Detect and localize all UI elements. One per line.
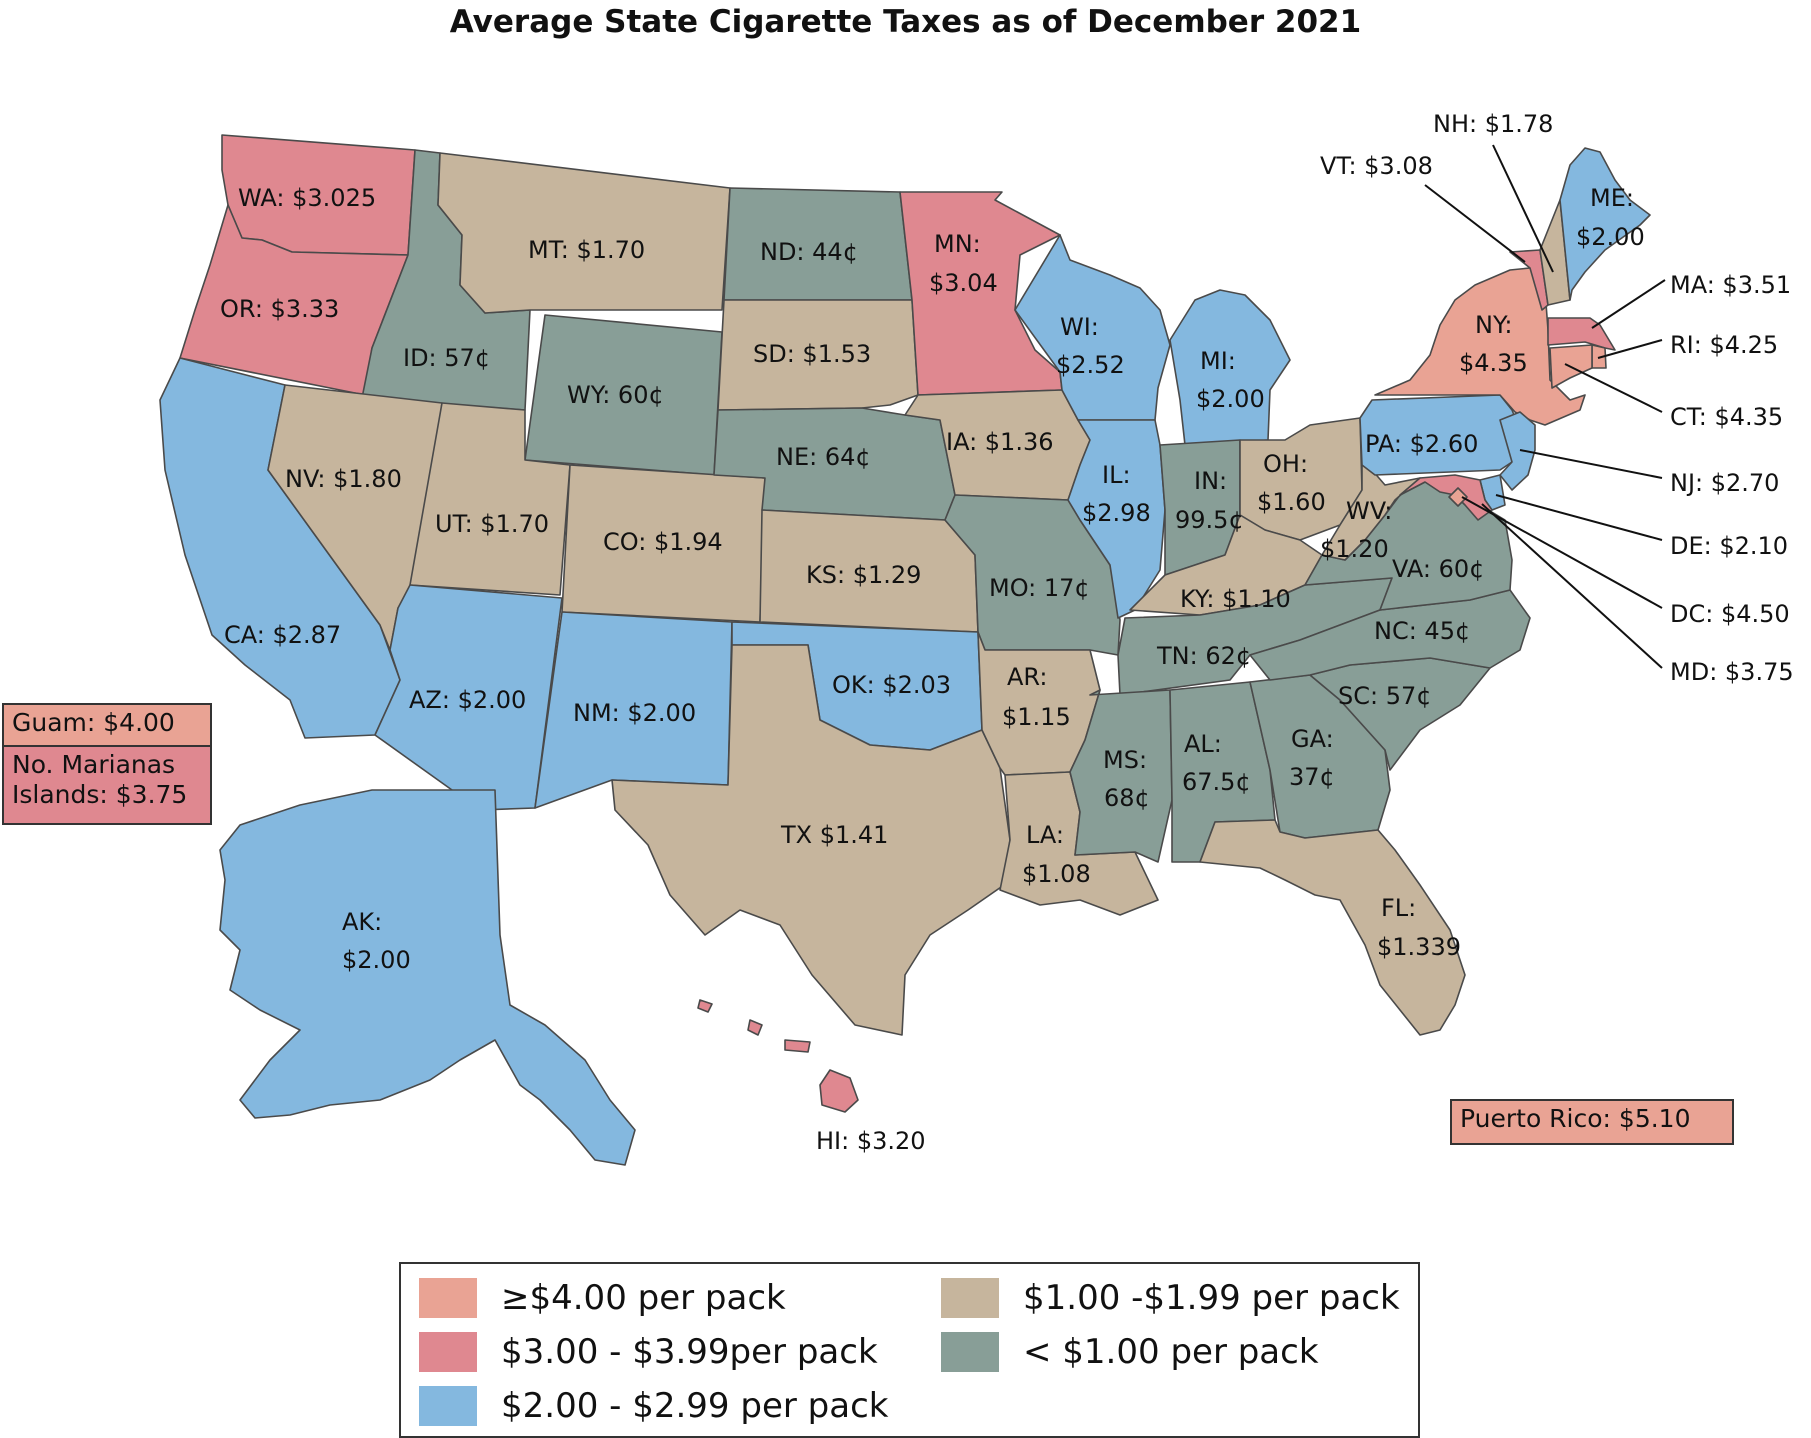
state-label-oh: OH: $1.60	[1257, 450, 1326, 516]
legend-swatch-c1	[941, 1278, 999, 1318]
state-label-ny: NY: $4.35	[1459, 311, 1528, 377]
state-shape-ma	[1547, 317, 1616, 351]
leader-line	[1495, 494, 1663, 541]
state-shape-wv	[1321, 464, 1421, 561]
state-label-sd: SD: $1.53	[753, 340, 871, 368]
state-label-tx: TX $1.41	[780, 821, 888, 849]
state-label-nh: NH: $1.78	[1433, 110, 1553, 138]
state-shape-mt	[437, 152, 731, 314]
legend-label-ge4: ≥$4.00 per pack	[501, 1278, 786, 1318]
state-label-wy: WY: 60¢	[567, 381, 664, 409]
marianas-label-line2: Islands: $3.75	[12, 780, 188, 809]
puerto-rico-label: Puerto Rico: $5.10	[1460, 1104, 1691, 1133]
state-shape-mn	[899, 191, 1063, 396]
state-label-ky: KY: $1.10	[1180, 585, 1291, 613]
state-shape-wi	[1014, 234, 1171, 421]
legend: ≥$4.00 per pack $3.00 - $3.99per pack $2…	[399, 1262, 1420, 1438]
state-label-az: AZ: $2.00	[409, 686, 526, 714]
legend-swatch-c3	[419, 1332, 477, 1372]
legend-label-c1: $1.00 -$1.99 per pack	[1023, 1278, 1400, 1318]
legend-swatch-lt1	[941, 1332, 999, 1372]
state-label-nc: NC: 45¢	[1374, 617, 1470, 645]
state-label-ma: MA: $3.51	[1670, 271, 1791, 299]
state-shape-mi	[1169, 289, 1291, 446]
state-label-ks: KS: $1.29	[806, 561, 921, 589]
state-label-nm: NM: $2.00	[573, 699, 696, 727]
state-label-ri: RI: $4.25	[1670, 331, 1778, 359]
state-shapes	[159, 134, 1651, 1166]
state-shape-tx	[611, 644, 1011, 1036]
state-label-wi: WI: $2.52	[1056, 313, 1125, 379]
leader-line	[1591, 279, 1666, 329]
state-shape-hi	[697, 999, 859, 1113]
state-label-mi: MI: $2.00	[1196, 347, 1265, 413]
state-shape-az	[374, 584, 563, 811]
state-label-la: LA: $1.08	[1022, 821, 1091, 888]
state-label-al: AL: 67.5¢	[1182, 730, 1251, 796]
state-label-ct: CT: $4.35	[1670, 403, 1783, 431]
state-shape-md	[1399, 474, 1493, 521]
state-label-wv: WV: $1.20	[1320, 497, 1392, 563]
state-label-ga: GA: 37¢	[1289, 725, 1335, 791]
state-label-mt: MT: $1.70	[528, 236, 645, 264]
state-labels: WA: $3.025 OR: $3.33 CA: $2.87 ID: 57¢ NV: $…	[220, 110, 1794, 1155]
state-label-dc: DC: $4.50	[1670, 600, 1790, 628]
state-shape-me	[1559, 147, 1651, 301]
leader-line	[1597, 339, 1663, 359]
leader-line	[1481, 503, 1663, 669]
leader-line	[1424, 184, 1526, 263]
state-label-co: CO: $1.94	[603, 528, 723, 556]
state-label-va: VA: 60¢	[1392, 555, 1484, 583]
puerto-rico-box: Puerto Rico: $5.10	[1450, 1099, 1734, 1145]
state-label-nj: NJ: $2.70	[1670, 469, 1779, 497]
state-label-in: IN: 99.5¢	[1175, 467, 1244, 534]
legend-label-c3: $3.00 - $3.99per pack	[501, 1332, 878, 1372]
state-label-md: MD: $3.75	[1670, 658, 1794, 686]
marianas-label-line1: No. Marianas	[12, 750, 176, 779]
state-label-pa: PA: $2.60	[1365, 430, 1478, 458]
legend-swatch-c2	[419, 1386, 477, 1426]
state-shape-ak	[219, 789, 636, 1166]
state-label-sc: SC: 57¢	[1338, 682, 1432, 710]
state-label-tn: TN: 62¢	[1156, 642, 1251, 670]
state-shape-vt	[1509, 249, 1549, 311]
guam-box: Guam: $4.00	[2, 703, 212, 747]
guam-label: Guam: $4.00	[12, 708, 175, 737]
state-label-ms: MS: 68¢	[1103, 746, 1150, 812]
state-label-ar: AR: $1.15	[1002, 663, 1071, 731]
marianas-box: No. Marianas Islands: $3.75	[2, 745, 212, 825]
state-label-mn: MN: $3.04	[929, 230, 998, 297]
state-label-fl: FL: $1.339	[1377, 894, 1461, 961]
state-label-ok: OK: $2.03	[832, 671, 951, 699]
state-label-il: IL: $2.98	[1082, 461, 1151, 527]
legend-label-lt1: < $1.00 per pack	[1023, 1332, 1319, 1372]
leader-line	[1492, 144, 1554, 273]
state-shape-nj	[1499, 411, 1536, 491]
state-label-vt: VT: $3.08	[1320, 152, 1433, 180]
legend-swatch-ge4	[419, 1278, 477, 1318]
state-label-de: DE: $2.10	[1670, 532, 1788, 560]
state-label-ak: AK: $2.00	[342, 908, 411, 974]
state-label-ca: CA: $2.87	[224, 621, 341, 649]
state-label-or: OR: $3.33	[220, 295, 339, 323]
state-shape-dc	[1448, 487, 1468, 507]
state-label-me: ME: $2.00	[1576, 184, 1645, 251]
state-label-wa: WA: $3.025	[238, 184, 376, 212]
state-label-nd: ND: 44¢	[760, 238, 858, 266]
state-label-mo: MO: 17¢	[989, 574, 1090, 602]
legend-label-c2: $2.00 - $2.99 per pack	[501, 1386, 889, 1426]
leader-line	[1564, 363, 1663, 413]
state-label-hi: HI: $3.20	[816, 1127, 926, 1155]
state-label-ut: UT: $1.70	[435, 510, 549, 538]
leader-line	[1519, 449, 1663, 479]
state-label-ia: IA: $1.36	[946, 428, 1054, 456]
state-shape-fl	[1199, 819, 1466, 1036]
leader-lines	[1424, 144, 1666, 669]
map-title: Average State Cigarette Taxes as of Dece…	[449, 4, 1362, 40]
state-label-id: ID: 57¢	[403, 344, 490, 372]
state-label-nv: NV: $1.80	[285, 465, 402, 493]
state-label-ne: NE: 64¢	[776, 443, 871, 471]
